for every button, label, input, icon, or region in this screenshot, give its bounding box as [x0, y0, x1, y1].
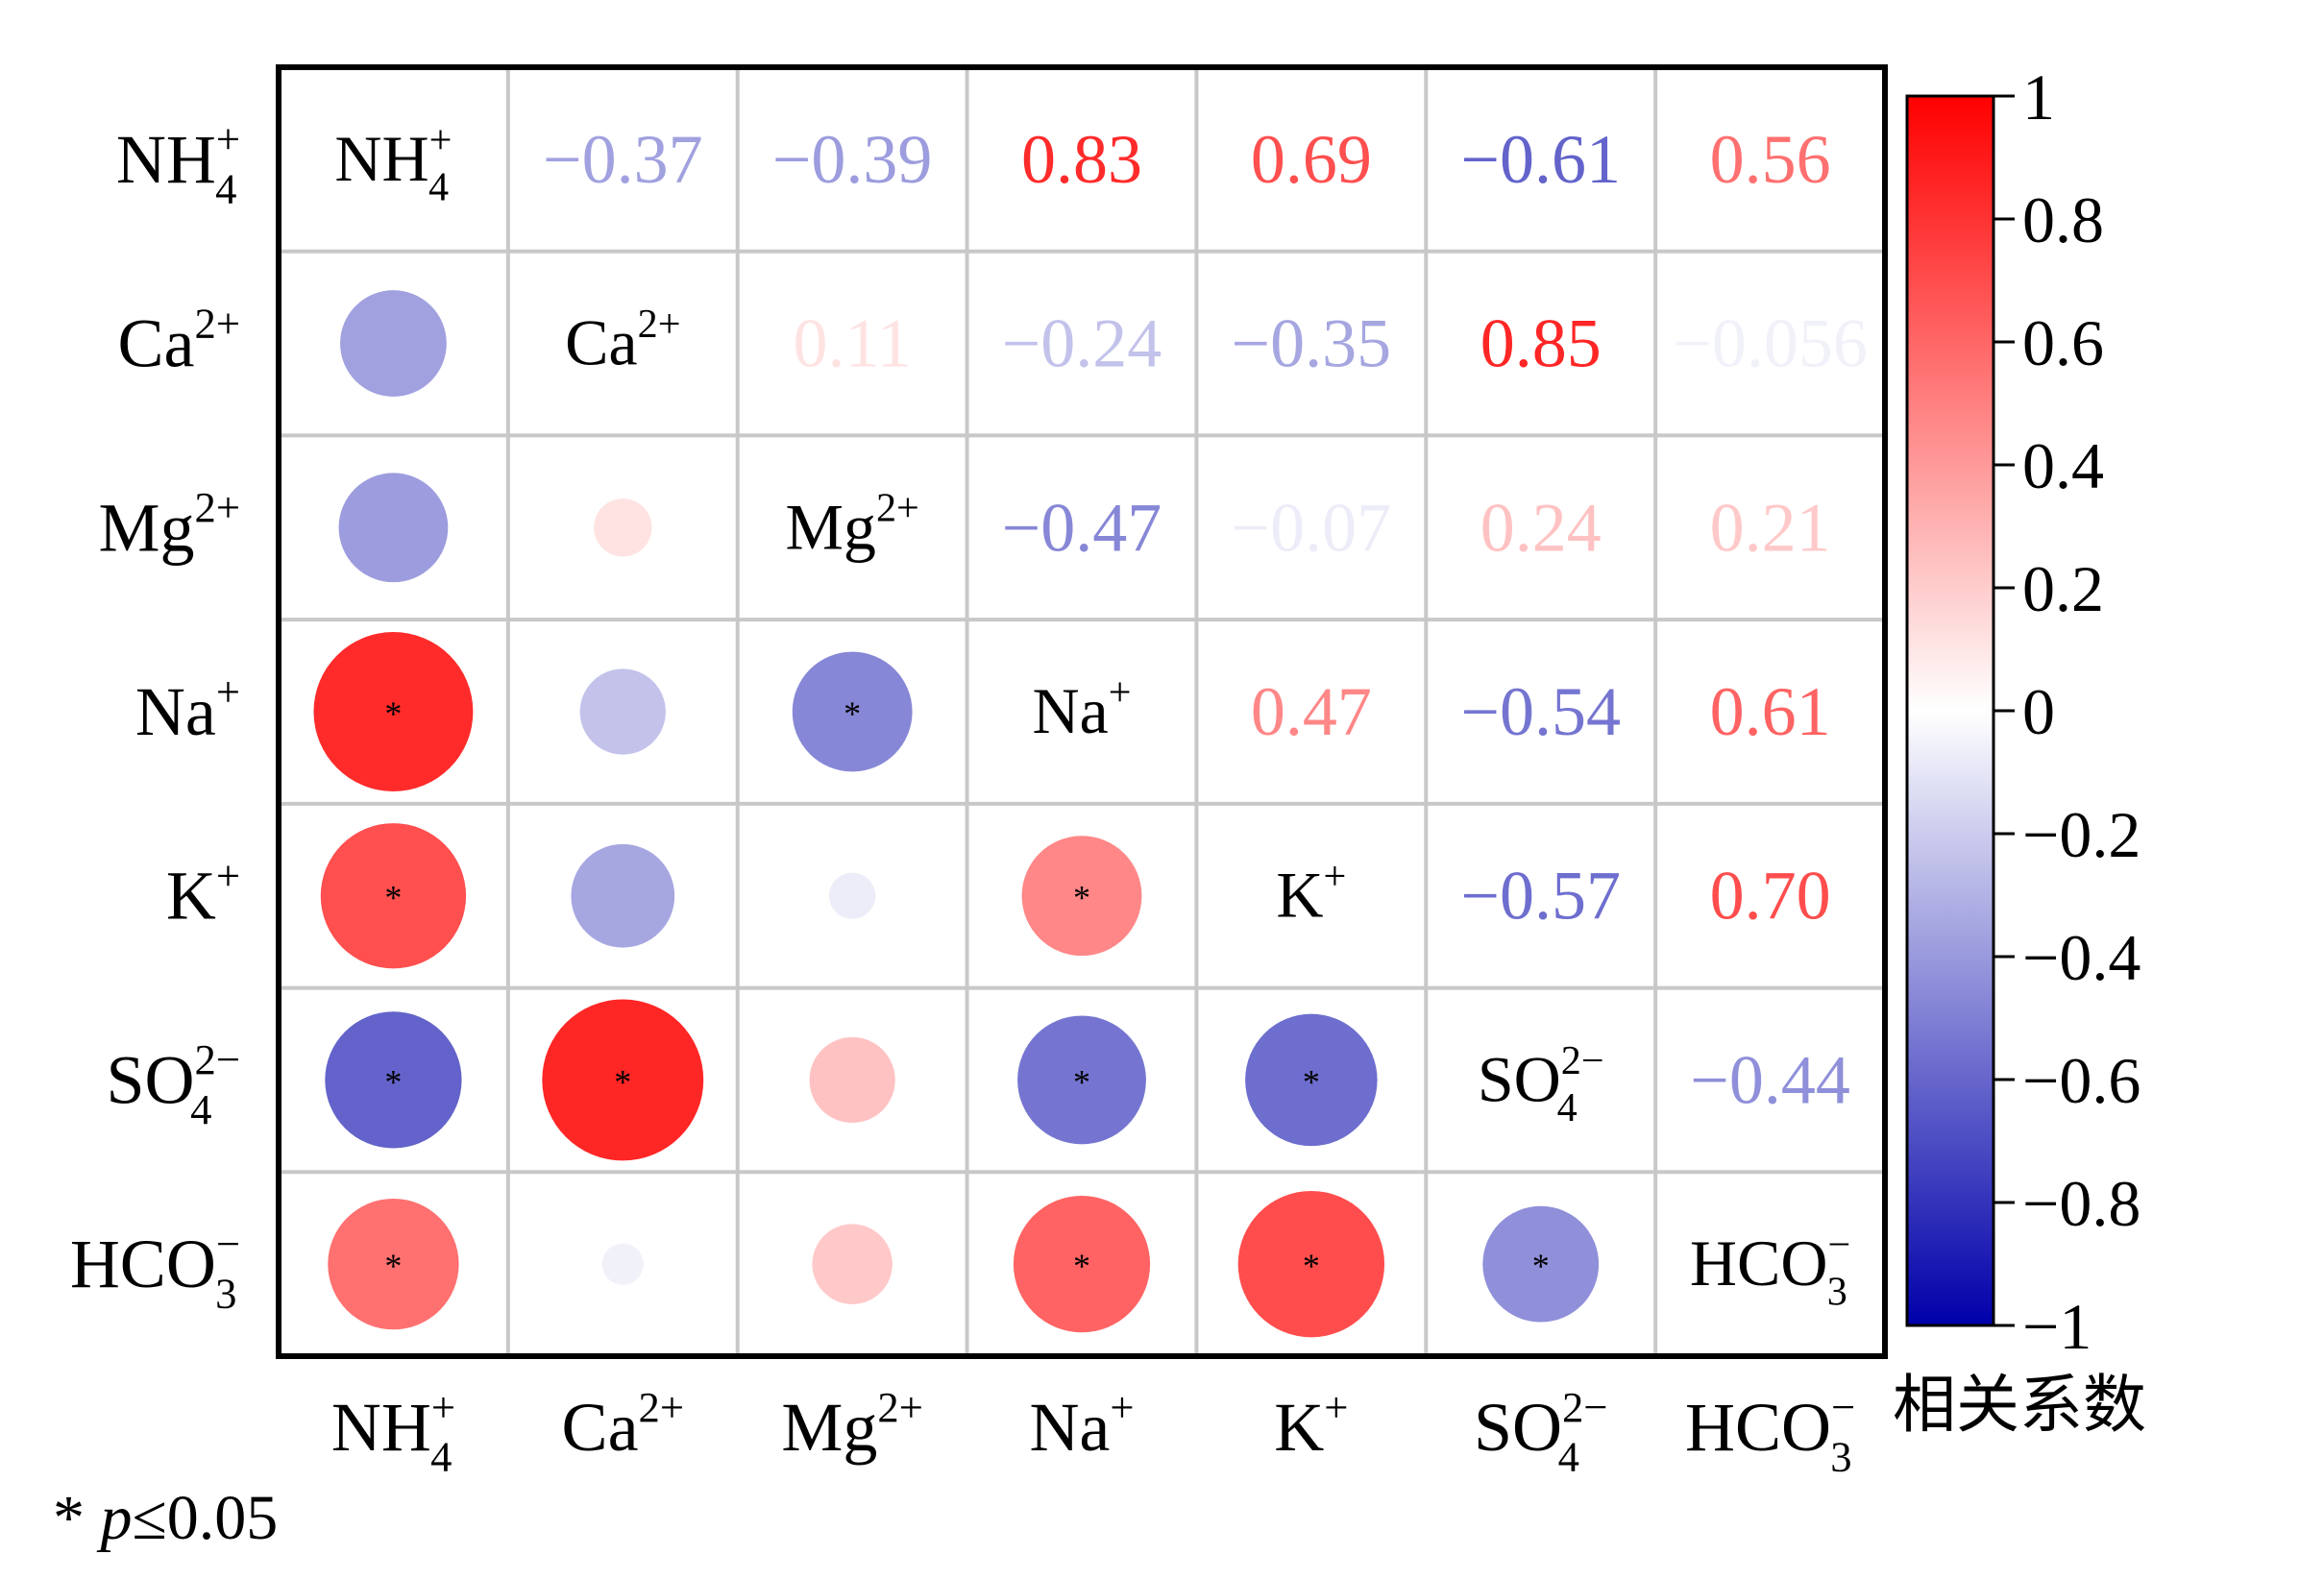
diagonal-label: NH+ 4	[334, 117, 452, 209]
correlation-circle	[571, 843, 675, 948]
significance-marker: *	[1073, 1062, 1090, 1101]
correlation-circle	[1237, 1190, 1385, 1338]
diagonal-label: HCO− 3	[1690, 1223, 1850, 1315]
diagonal-label: Na+	[1032, 669, 1131, 747]
coefficient-label: −0.54	[1460, 673, 1621, 750]
column-label: NH+ 4	[331, 1383, 455, 1481]
significance-marker: *	[1303, 1062, 1320, 1101]
correlation-circle	[325, 1011, 462, 1149]
significance-marker: *	[384, 1062, 402, 1101]
coefficient-label: 0.47	[1251, 673, 1372, 750]
significance-marker: *	[1073, 1247, 1090, 1285]
row-label: Na+	[135, 668, 240, 750]
grid-lines	[279, 67, 1885, 1356]
column-label: K+	[1274, 1383, 1348, 1466]
column-label: Na+	[1029, 1383, 1134, 1466]
colorbar-tick-label: −0.4	[2022, 921, 2141, 994]
row-labels: NH+ 4 Ca2+ Mg2+ Na+ K+ SO2− 4 HCO− 3	[70, 115, 240, 1318]
row-label: HCO− 3	[70, 1220, 240, 1318]
correlation-circle	[829, 872, 876, 919]
significance-marker: *	[1303, 1247, 1320, 1285]
coefficient-label: 0.83	[1021, 121, 1142, 198]
correlation-circle	[1017, 1015, 1146, 1145]
column-label: SO2− 4	[1474, 1383, 1608, 1481]
coefficient-label: −0.57	[1460, 858, 1621, 935]
diagonal-label: Mg2+	[785, 486, 918, 564]
significance-footnote: * p≤0.05	[53, 1483, 278, 1553]
correlation-circle	[542, 999, 704, 1161]
significance-marker: *	[1073, 879, 1090, 917]
coefficient-label: −0.37	[543, 121, 703, 198]
correlation-circle	[1482, 1205, 1600, 1323]
coefficient-label: 0.69	[1251, 121, 1372, 198]
footnote: * p≤0.05	[53, 1483, 278, 1553]
significance-marker: *	[1532, 1247, 1550, 1285]
coefficient-label: −0.24	[1002, 305, 1162, 382]
coefficient-label: −0.056	[1673, 305, 1868, 382]
coefficient-label: 0.61	[1710, 673, 1831, 750]
coefficient-label: −0.47	[1002, 489, 1162, 566]
row-label: K+	[166, 851, 240, 934]
significance-marker: *	[384, 694, 402, 733]
colorbar-tick-label: −0.2	[2022, 798, 2141, 871]
correlation-circle	[792, 651, 913, 772]
diagonal-label: SO2− 4	[1478, 1038, 1604, 1130]
correlation-circle	[1021, 836, 1142, 957]
coefficient-label: 0.24	[1480, 489, 1602, 566]
significance-marker: *	[844, 694, 861, 733]
correlation-circle	[812, 1224, 893, 1304]
coefficient-label: 0.21	[1710, 489, 1831, 566]
column-labels: NH+ 4 Ca2+ Mg2+ Na+ K+ SO2− 4 HCO− 3	[331, 1383, 1855, 1481]
matrix-marks: NH+ 4 −0.37 −0.39 0.83 0.69 −0.61 0.56 Ca2+ 0.11 −…	[313, 117, 1868, 1338]
coefficient-label: 0.11	[793, 305, 911, 382]
colorbar-tick-label: 0.6	[2022, 306, 2104, 379]
colorbar-tick-label: −1	[2022, 1290, 2092, 1363]
colorbar-title: 相关系数	[1893, 1368, 2146, 1442]
coefficient-label: 0.56	[1710, 121, 1831, 198]
correlation-circle	[594, 498, 652, 557]
column-label: Ca2+	[562, 1383, 684, 1466]
correlation-circle	[340, 290, 447, 397]
significance-marker: *	[384, 1247, 402, 1285]
diagonal-label: K+	[1276, 854, 1346, 932]
coefficient-label: −0.07	[1232, 489, 1392, 566]
colorbar-gradient	[1905, 94, 1995, 1327]
plot-frame	[276, 64, 1888, 1359]
correlation-circle	[320, 823, 467, 969]
row-label: Ca2+	[118, 299, 240, 381]
coefficient-label: 0.70	[1710, 858, 1831, 935]
correlation-circle	[601, 1243, 644, 1285]
correlation-circle	[1245, 1013, 1378, 1147]
colorbar-tick-label: 0	[2022, 675, 2055, 748]
significance-marker: *	[614, 1062, 631, 1101]
colorbar-tick-label: 0.8	[2022, 183, 2104, 256]
row-label: SO2− 4	[106, 1035, 240, 1133]
row-label: NH+ 4	[116, 115, 240, 213]
colorbar-tick-label: −0.6	[2022, 1044, 2141, 1117]
row-label: Mg2+	[98, 483, 240, 566]
correlation-circle	[579, 668, 666, 755]
coefficient-label: −0.35	[1232, 305, 1392, 382]
colorbar-tick-label: 0.4	[2022, 429, 2104, 502]
correlation-circle	[338, 473, 449, 583]
column-label: HCO− 3	[1685, 1383, 1855, 1481]
coefficient-label: 0.85	[1480, 305, 1602, 382]
column-label: Mg2+	[781, 1383, 923, 1466]
colorbar-tick-label: −0.8	[2022, 1167, 2141, 1240]
coefficient-label: −0.61	[1460, 121, 1621, 198]
significance-marker: *	[384, 879, 402, 917]
diagonal-label: Ca2+	[565, 302, 680, 379]
correlation-circle	[1013, 1196, 1151, 1333]
colorbar-tick-label: 0.2	[2022, 552, 2104, 625]
coefficient-label: −0.39	[772, 121, 933, 198]
correlation-circle	[328, 1198, 459, 1330]
correlation-circle	[313, 632, 474, 791]
colorbar-tick-label: 1	[2022, 61, 2055, 134]
correlation-circle	[809, 1036, 895, 1124]
coefficient-label: −0.44	[1690, 1041, 1850, 1118]
